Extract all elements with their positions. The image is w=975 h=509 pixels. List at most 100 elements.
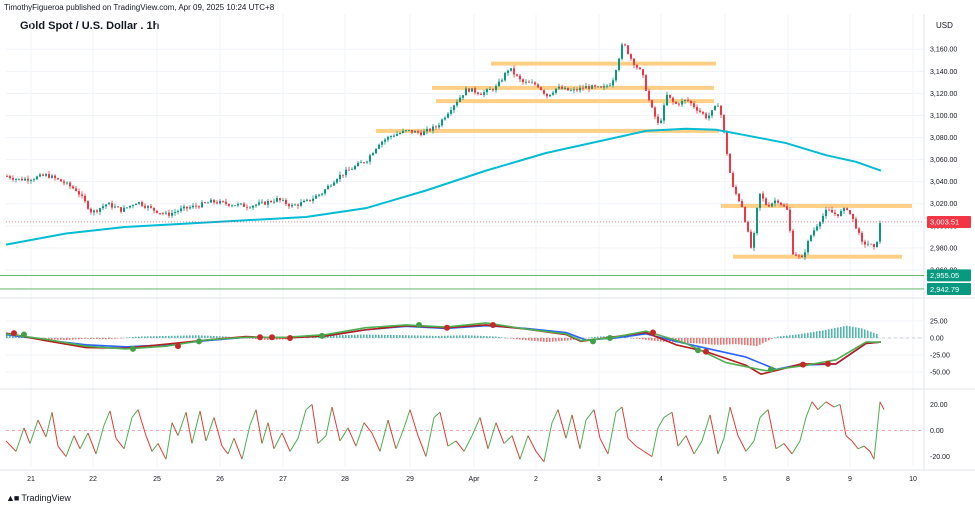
macd-histogram-bar: [216, 336, 218, 338]
candles: [6, 42, 881, 261]
macd-histogram-bar: [108, 337, 110, 340]
x-tick-label: 29: [406, 476, 414, 483]
macd-histogram-bar: [768, 337, 770, 341]
candle-body: [129, 205, 131, 208]
macd-histogram-bar: [531, 337, 533, 341]
osc-segment: [527, 435, 537, 452]
macd-histogram-bar: [141, 336, 143, 338]
macd-histogram-bar: [54, 337, 56, 340]
macd-histogram-bar: [639, 337, 641, 340]
macd-histogram-bar: [378, 334, 380, 338]
candle-body: [759, 193, 761, 208]
osc-segment: [227, 438, 235, 455]
candle-body: [540, 87, 542, 91]
osc-segment: [45, 412, 53, 438]
candle-body: [747, 221, 749, 232]
candle-body: [714, 106, 716, 111]
macd-histogram-bar: [87, 337, 89, 339]
macd-histogram-bar: [753, 337, 755, 346]
macd-histogram-bar: [546, 337, 548, 343]
macd-histogram-bar: [336, 335, 338, 338]
candle-body: [93, 210, 95, 213]
candle-body: [624, 44, 626, 46]
osc-segment: [439, 412, 449, 447]
candle-body: [219, 200, 221, 204]
candle-body: [135, 203, 137, 206]
macd-histogram-bar: [483, 336, 485, 338]
osc-segment: [87, 432, 97, 455]
macd-histogram-bar: [450, 335, 452, 338]
candle-body: [711, 110, 713, 116]
osc-segment: [495, 422, 505, 444]
candle-body: [825, 209, 827, 216]
y-tick-label: 3,080.00: [930, 135, 957, 142]
candle-body: [96, 210, 98, 212]
macd-histogram-bar: [465, 335, 467, 338]
macd-histogram-bar: [657, 337, 659, 342]
candle-body: [57, 178, 59, 180]
macd-histogram-bar: [846, 325, 848, 338]
osc-segment: [371, 432, 381, 452]
macd-histogram-bar: [492, 336, 494, 338]
osc-segment: [863, 445, 871, 452]
candle-body: [654, 107, 656, 117]
candle-body: [510, 68, 512, 71]
candle-body: [852, 213, 854, 219]
macd-histogram-bar: [171, 335, 173, 338]
osc-segment: [281, 432, 291, 452]
osc-segment: [123, 417, 133, 449]
osc-segment: [709, 414, 719, 455]
candle-body: [171, 212, 173, 216]
candle-body: [381, 141, 383, 145]
support-price-tag-text: 2,955.05: [930, 271, 959, 280]
candle-body: [33, 179, 35, 181]
macd-histogram-bar: [771, 337, 773, 339]
macd-histogram-bar: [516, 337, 518, 340]
candle-body: [567, 87, 569, 91]
osc-segment: [857, 445, 865, 450]
macd-cross-marker: [695, 347, 701, 354]
candle-body: [261, 201, 263, 203]
macd-histogram-bar: [351, 334, 353, 338]
candle-body: [729, 153, 731, 173]
macd-histogram-bar: [339, 335, 341, 338]
candle-body: [369, 155, 371, 162]
macd-histogram-bar: [423, 335, 425, 338]
x-tick-label: 27: [279, 476, 287, 483]
candle-body: [189, 207, 191, 209]
macd-histogram-bar: [96, 337, 98, 339]
osc-segment: [151, 443, 159, 452]
macd-histogram-bar: [99, 337, 101, 340]
macd-histogram-bar: [813, 331, 815, 338]
support-price-tag-bg: [927, 282, 971, 295]
macd-histogram-bar: [522, 337, 524, 340]
candle-body: [267, 200, 269, 205]
macd-histogram-bar: [867, 330, 869, 338]
macd-histogram-bar: [138, 336, 140, 338]
candle-body: [588, 86, 590, 89]
macd-histogram-bar: [75, 337, 77, 340]
macd-histogram-bar: [369, 334, 371, 338]
macd-histogram-bar: [549, 337, 551, 342]
osc-segment: [677, 435, 687, 447]
candle-body: [252, 205, 254, 208]
candle-body: [576, 89, 578, 91]
macd-histogram-bar: [225, 336, 227, 338]
macd-cross-marker: [21, 331, 27, 338]
macd-histogram-bar: [498, 336, 500, 338]
candle-body: [777, 200, 779, 203]
candle-body: [507, 70, 509, 73]
x-tick-label: 21: [27, 476, 35, 483]
macd-histogram-bar: [93, 337, 95, 339]
osc-segment: [185, 412, 193, 444]
candle-body: [330, 185, 332, 187]
macd-histogram-bar: [720, 337, 722, 345]
macd-histogram-bar: [864, 329, 866, 338]
candle-body: [366, 161, 368, 163]
osc-segment: [29, 419, 39, 444]
candle-body: [483, 92, 485, 95]
candle-body: [489, 89, 491, 90]
candle-body: [12, 178, 14, 180]
candle-body: [630, 54, 632, 59]
